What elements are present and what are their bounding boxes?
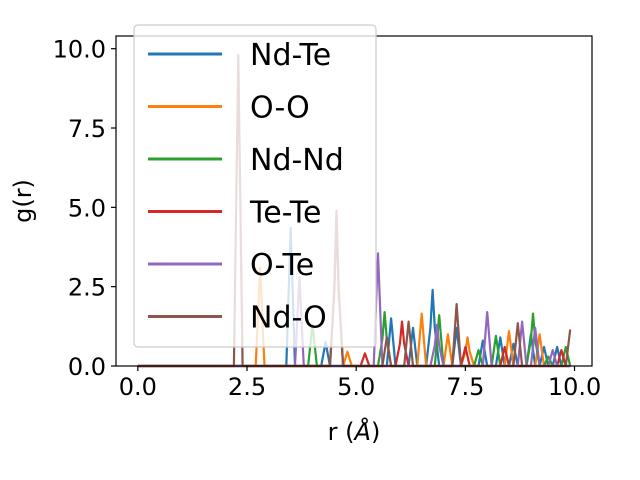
- x-tick-label: 2.5: [228, 373, 266, 401]
- legend-label: O-Te: [250, 248, 314, 283]
- y-tick-label: 5.0: [68, 194, 106, 222]
- y-tick-label: 0.0: [68, 353, 106, 381]
- legend-label: Te-Te: [249, 196, 321, 231]
- legend-box: [133, 24, 377, 348]
- legend-label: Nd-Nd: [250, 143, 344, 178]
- x-tick-label: 7.5: [446, 373, 484, 401]
- y-tick-label: 2.5: [68, 274, 106, 302]
- legend-label: Nd-O: [250, 301, 327, 336]
- x-axis-label: r (Å): [328, 417, 381, 446]
- legend: Nd-Te O-O Nd-Nd Te-Te O-Te Nd-O: [133, 24, 377, 348]
- x-tick-label: 0.0: [119, 373, 157, 401]
- legend-label: Nd-Te: [250, 38, 331, 73]
- y-tick-label: 10.0: [53, 36, 106, 64]
- legend-label: O-O: [250, 91, 310, 126]
- y-axis-label: g(r): [9, 179, 37, 223]
- y-tick-label: 7.5: [68, 115, 106, 143]
- axis-ticks: 0.0 2.5 5.0 7.5 10.0 0.0 2.5 5.0 7.5 10.0: [53, 36, 602, 401]
- x-tick-label: 5.0: [337, 373, 375, 401]
- x-tick-label: 10.0: [548, 373, 601, 401]
